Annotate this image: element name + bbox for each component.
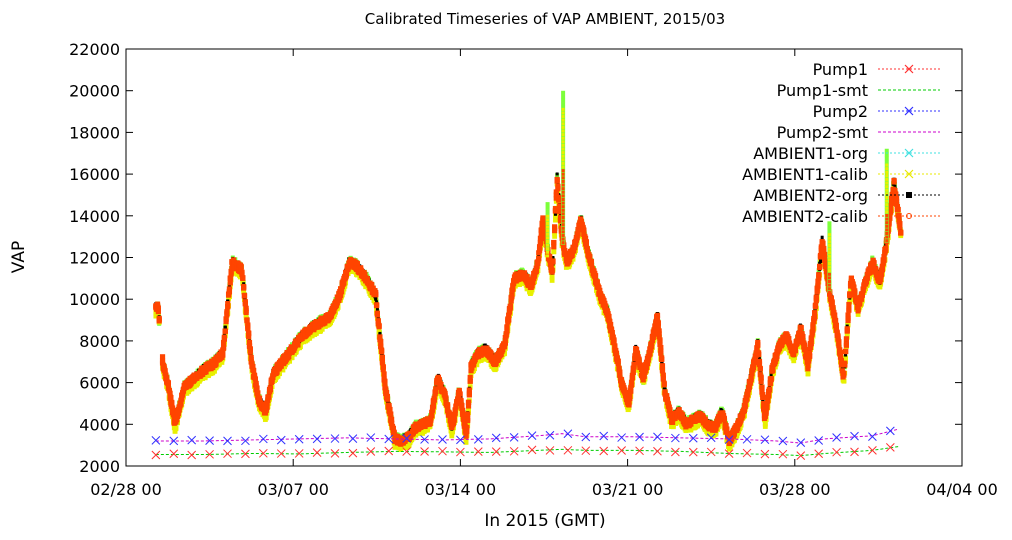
ambient1-calib-point (688, 427, 694, 433)
ambient1-calib-point (552, 233, 558, 239)
ambient1-calib-point (549, 274, 555, 280)
ambient1-calib-point (211, 368, 217, 374)
ambient1-calib-point (791, 358, 797, 364)
ambient1-calib-point (202, 375, 208, 381)
ambient1-calib-point (309, 333, 315, 339)
ambient1-calib-point (173, 425, 179, 431)
ambient1-org-point (870, 255, 875, 260)
ambient1-calib-point (263, 415, 269, 421)
y-axis-label: VAP (9, 241, 29, 273)
x-axis-label: In 2015 (GMT) (484, 511, 605, 531)
ambient1-calib-point (480, 356, 486, 361)
ambient1-calib-point (762, 421, 768, 426)
ambient1-calib-point (216, 361, 222, 367)
ambient1-calib-point (289, 355, 295, 361)
data-layer (151, 90, 904, 460)
ambient1-calib-point (626, 405, 632, 411)
ambient1-calib-point (670, 424, 676, 430)
ambient1-calib-point (319, 326, 325, 332)
ambient1-calib-point (241, 289, 247, 295)
ambient1-calib-point (551, 249, 557, 254)
ambient1-calib-point (172, 429, 178, 434)
ambient1-calib-point (189, 386, 195, 392)
ambient1-calib-point (463, 439, 469, 445)
ambient1-calib-point (406, 442, 412, 448)
ambient1-calib-point (280, 367, 286, 373)
ambient1-calib-point (549, 278, 555, 283)
ambient1-calib-point (553, 217, 558, 222)
ambient1-calib-point (275, 373, 281, 379)
ambient1-calib-point (762, 424, 768, 429)
ambient1-calib-point (552, 231, 558, 237)
ambient1-calib-point (219, 360, 225, 365)
ambient1-calib-point (493, 366, 499, 371)
chart-title: Calibrated Timeseries of VAP AMBIENT, 20… (365, 10, 725, 28)
ambient1-calib-point (313, 329, 319, 335)
ambient1-calib-point (223, 322, 229, 328)
ambient1-calib-point (474, 362, 480, 368)
ambient1-calib-point (287, 358, 293, 364)
ambient1-calib-point (425, 427, 430, 432)
